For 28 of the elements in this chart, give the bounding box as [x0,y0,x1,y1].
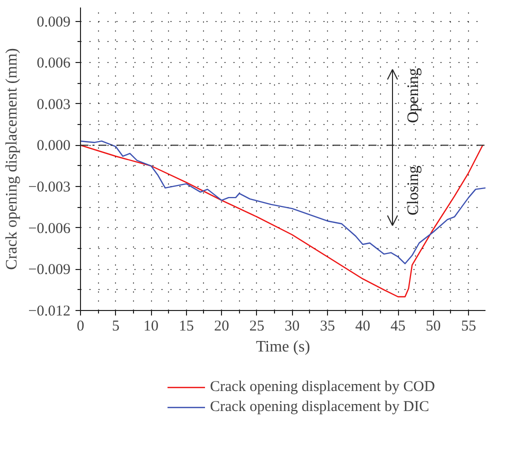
x-tick-label: 0 [76,318,84,334]
x-axis-title: Time (s) [256,338,310,356]
x-tick-label: 15 [178,318,194,334]
x-tick-label: 35 [320,318,335,334]
x-tick-label: 30 [284,318,300,334]
x-tick-label: 40 [355,318,370,334]
annotation: Closing [405,166,422,216]
y-tick-label: 0.009 [36,14,70,30]
y-tick-label: −0.009 [28,262,71,278]
x-tick-label: 55 [461,318,476,334]
y-axis-title: Crack opening displacement (mm) [3,48,20,270]
x-tick-label: 5 [112,318,120,334]
x-tick-label: 20 [214,318,230,334]
y-tick-label: −0.003 [28,180,71,196]
y-tick-label: 0.006 [36,56,71,72]
annotation: Opening [405,68,422,124]
y-tick-label: 0.003 [36,96,70,113]
x-tick-label: 10 [144,318,159,334]
x-tick-label: 45 [390,318,406,334]
line-series [80,140,486,264]
legend-label: Crack opening displacement by COD [210,378,435,396]
y-tick-label: −0.006 [28,220,71,237]
line-series [80,144,484,298]
y-tick-label: 0.000 [36,138,70,154]
legend-label: Crack opening displacement by DIC [210,398,430,416]
x-tick-label: 50 [426,318,441,334]
y-tick-label: −0.012 [28,304,71,320]
x-tick-label: 25 [249,318,264,334]
